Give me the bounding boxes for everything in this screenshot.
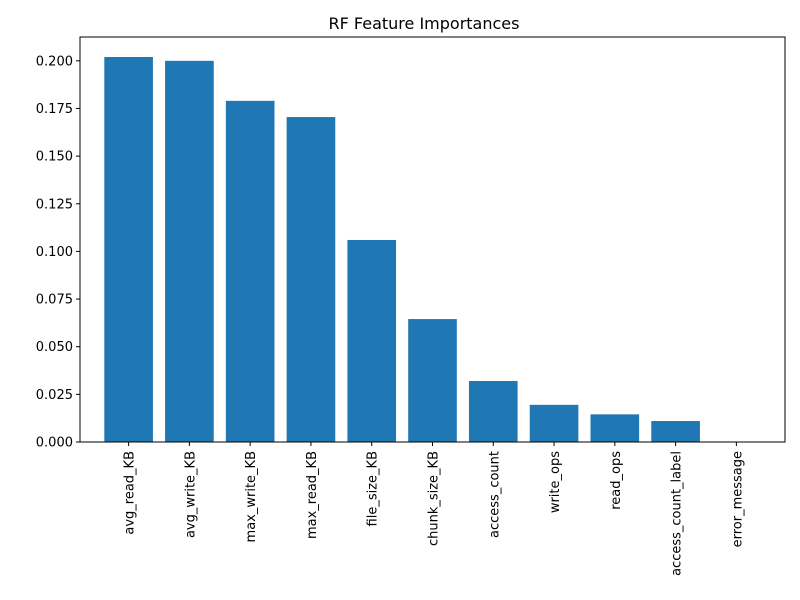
bar-avg_read_KB xyxy=(104,57,153,442)
y-tick-label: 0.175 xyxy=(36,102,73,117)
x-tick-label: max_write_KB xyxy=(244,451,259,542)
x-tick-label: avg_read_KB xyxy=(123,451,138,535)
y-axis: 0.000 0.025 0.050 0.075 0.100 0.125 0.150 0.175… xyxy=(36,54,80,451)
bar-max_read_KB xyxy=(286,117,336,442)
y-tick-label: 0.050 xyxy=(36,340,73,355)
y-tick-label: 0.100 xyxy=(36,245,73,260)
x-tick-label: avg_write_KB xyxy=(183,451,198,538)
x-tick-label: read_ops xyxy=(609,451,624,510)
chart-title: RF Feature Importances xyxy=(329,14,520,33)
bar-write_ops xyxy=(529,404,579,442)
bar-chunk_size_KB xyxy=(408,319,457,442)
bars-group xyxy=(104,57,700,443)
bar-access_count_label xyxy=(651,421,700,442)
bar-read_ops xyxy=(590,414,640,442)
x-tick-label: access_count xyxy=(487,451,502,538)
plot-frame xyxy=(79,36,786,443)
x-tick-label: error_message xyxy=(730,451,745,547)
y-tick-label: 0.200 xyxy=(36,54,73,69)
bar-file_size_KB xyxy=(347,239,397,442)
y-tick-label: 0.075 xyxy=(36,293,73,308)
y-tick-label: 0.125 xyxy=(36,197,73,212)
bar-max_write_KB xyxy=(225,100,275,443)
x-tick-label: file_size_KB xyxy=(366,451,381,526)
bar-avg_write_KB xyxy=(165,60,214,443)
x-tick-label: chunk_size_KB xyxy=(427,451,442,546)
y-tick-label: 0.025 xyxy=(36,388,73,403)
y-tick-label: 0.000 xyxy=(36,436,73,451)
x-tick-label: max_read_KB xyxy=(305,451,320,539)
x-tick-label: access_count_label xyxy=(670,451,685,576)
x-axis: avg_read_KB avg_write_KB max_write_KB max_r… xyxy=(123,442,745,576)
bar-access_count xyxy=(468,381,518,442)
x-tick-label: write_ops xyxy=(548,451,563,513)
y-tick-label: 0.150 xyxy=(36,150,73,165)
